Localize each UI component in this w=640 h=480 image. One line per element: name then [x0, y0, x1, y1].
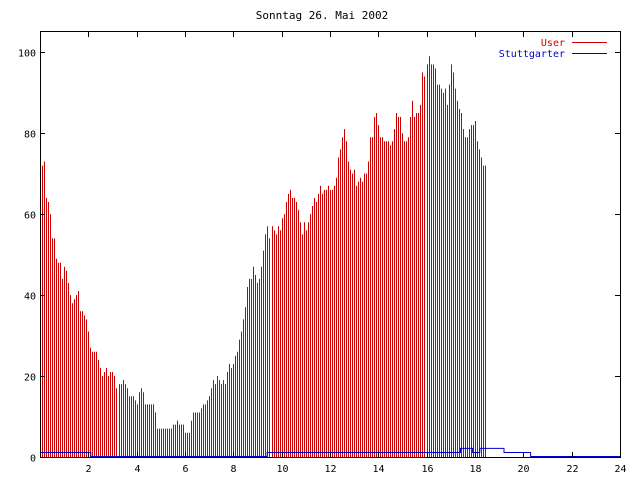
legend: User Stuttgarter: [499, 38, 607, 60]
legend-label-stuttgarter: Stuttgarter: [499, 49, 565, 60]
x-tick-label: 14: [372, 464, 384, 475]
chart-title: Sonntag 26. Mai 2002: [256, 9, 388, 22]
x-tick-label: 24: [614, 464, 626, 475]
y-tick-label: 0: [30, 454, 36, 465]
legend-label-user: User: [541, 38, 565, 49]
x-tick-label: 22: [566, 464, 578, 475]
y-tick-label: 100: [18, 49, 36, 60]
x-tick-label: 16: [421, 464, 433, 475]
y-tick-label: 60: [24, 211, 36, 222]
y-tick-label: 20: [24, 373, 36, 384]
x-tick-label: 4: [134, 464, 140, 475]
x-tick-label: 12: [324, 464, 336, 475]
x-tick-label: 6: [182, 464, 188, 475]
user-series-bars: [40, 56, 486, 457]
x-tick-label: 10: [276, 464, 288, 475]
y-tick-label: 40: [24, 292, 36, 303]
x-tick-label: 2: [85, 464, 91, 475]
stuttgarter-series-line: [40, 447, 620, 457]
y-tick-label: 80: [24, 130, 36, 141]
x-tick-label: 8: [230, 464, 236, 475]
x-tick-label: 20: [517, 464, 529, 475]
x-tick-label: 18: [469, 464, 481, 475]
plot-area-frame: [40, 31, 621, 458]
